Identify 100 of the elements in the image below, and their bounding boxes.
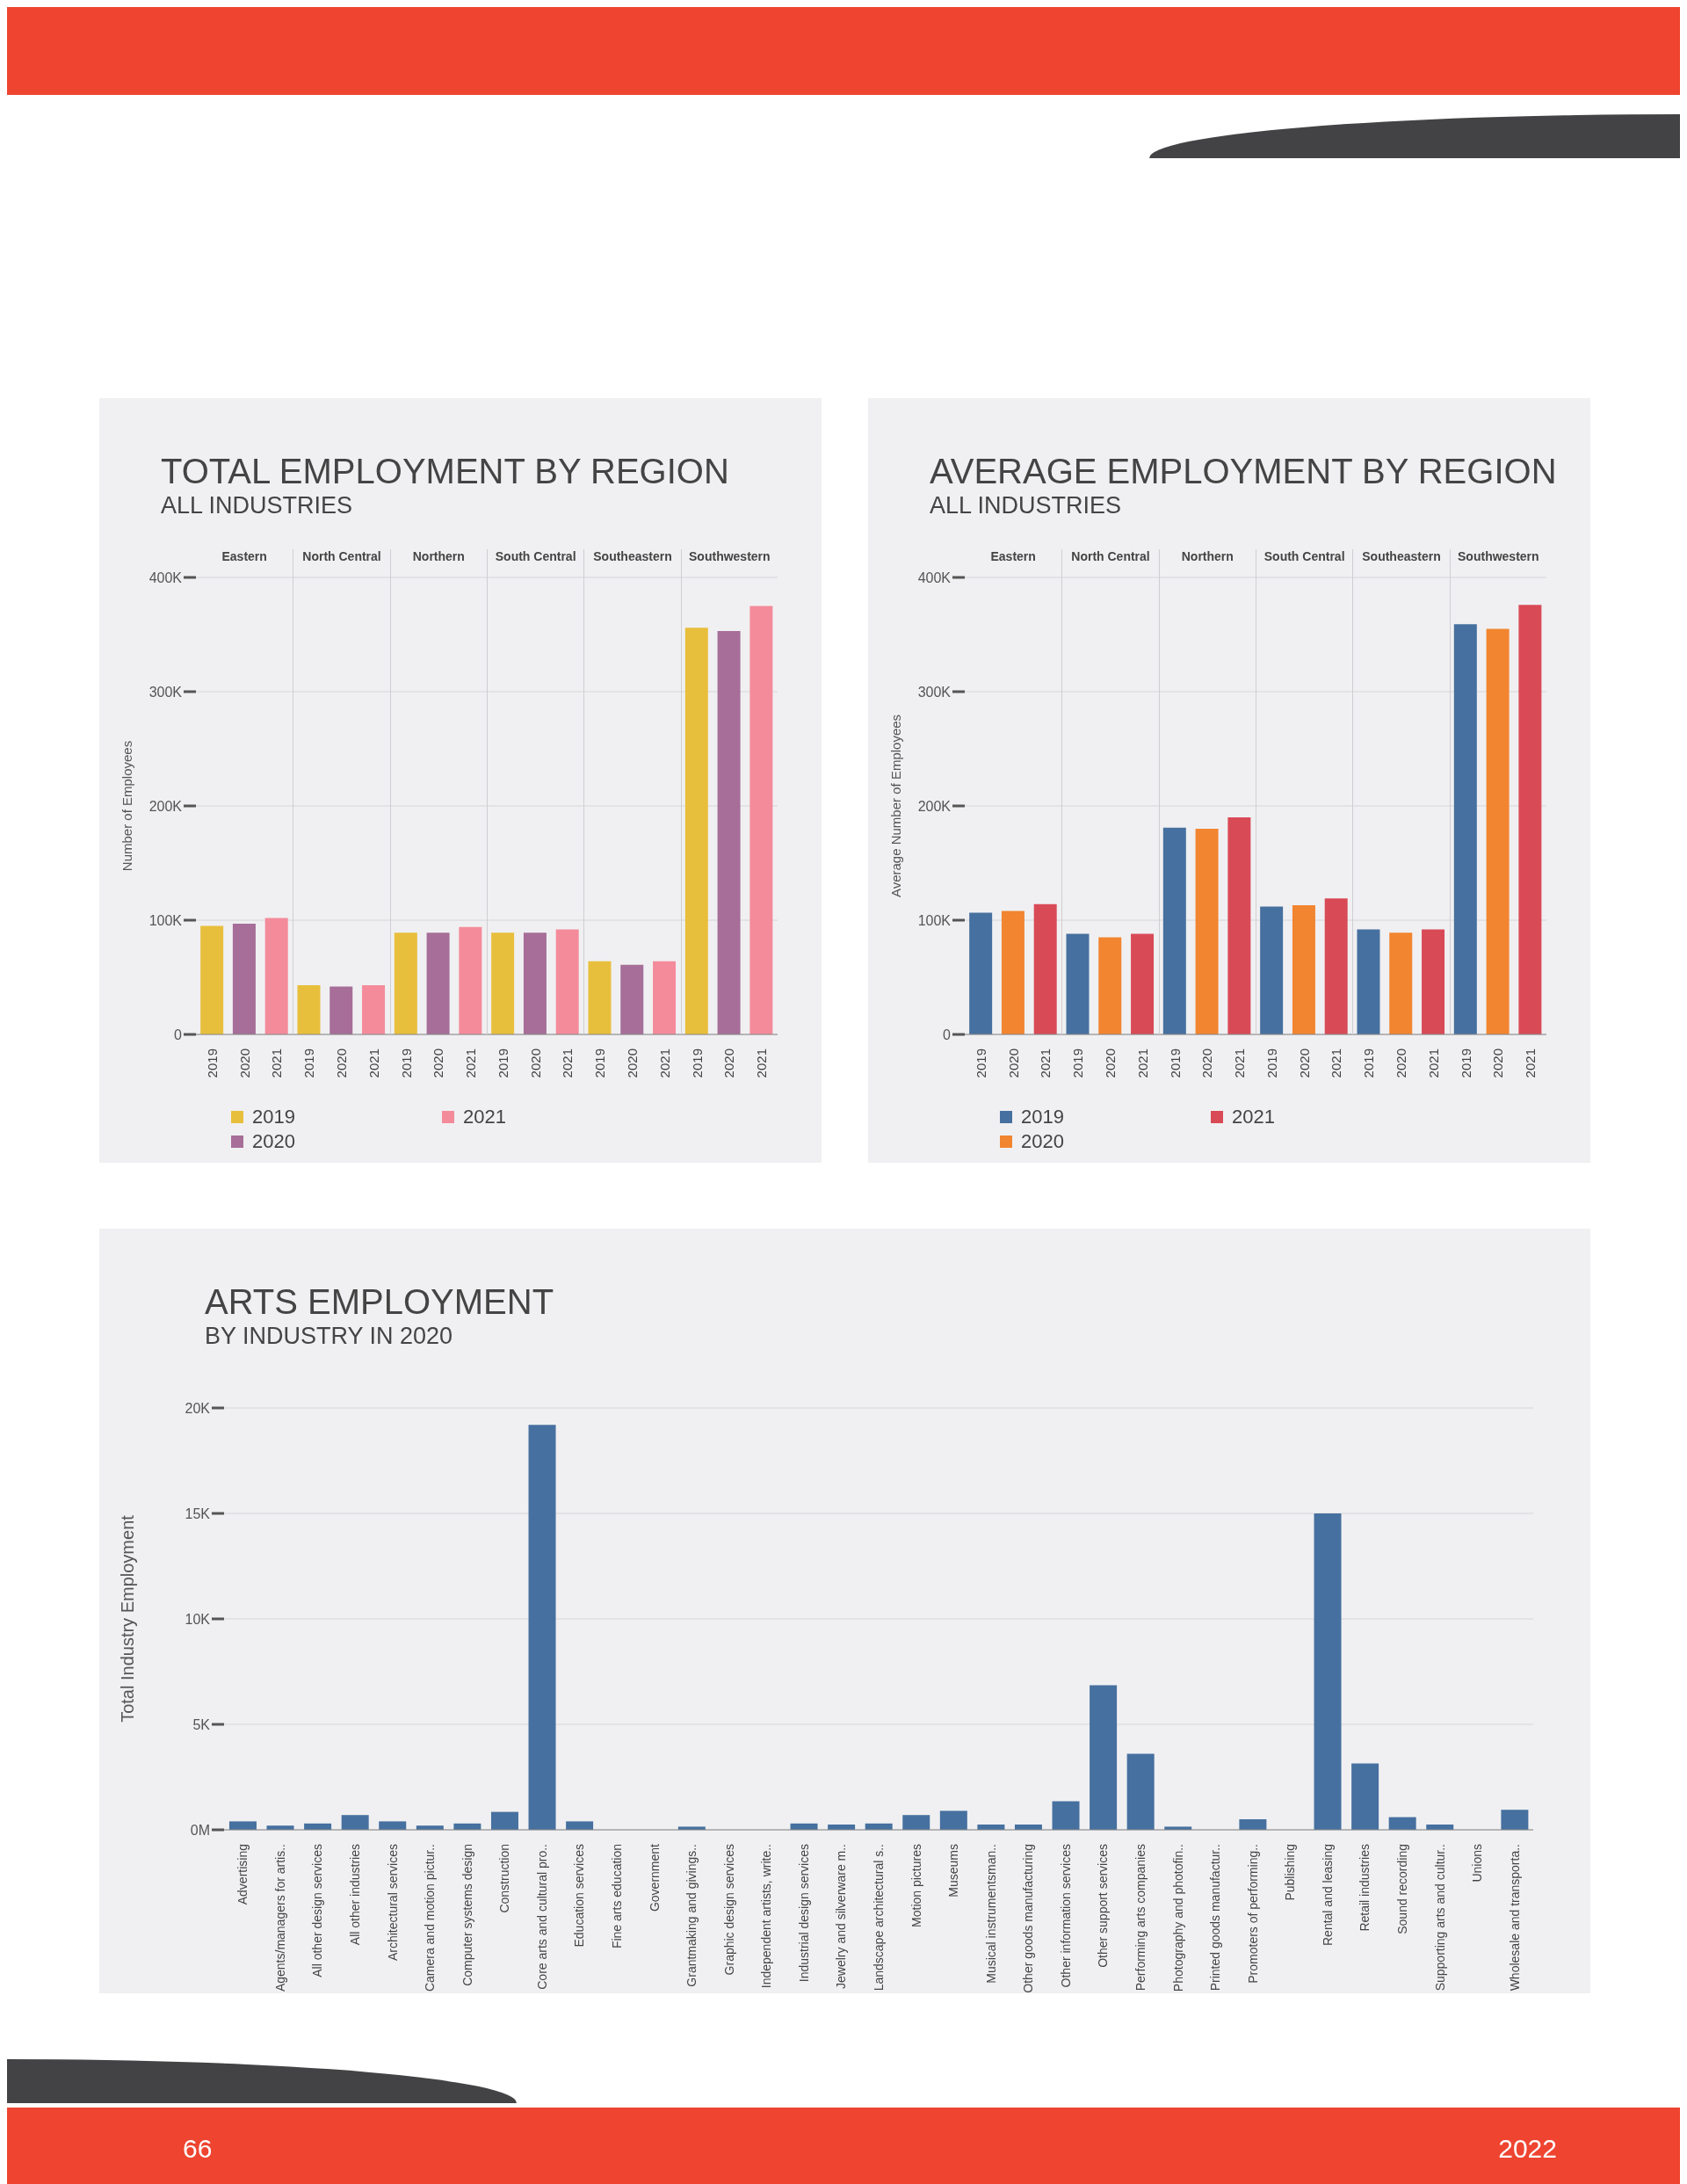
x-tick-label: 2021 — [269, 1048, 285, 1078]
x-tick-label: 2020 — [527, 1048, 543, 1078]
x-tick-label: 2019 — [1070, 1048, 1086, 1078]
chart-title: ARTS EMPLOYMENT — [205, 1281, 554, 1322]
x-tick-label: 2020 — [1394, 1048, 1408, 1078]
x-tick-label: Advertising — [235, 1844, 250, 1905]
text: North Central — [293, 549, 390, 1034]
bar — [1324, 898, 1348, 1034]
y-tick-label: 100K — [148, 912, 183, 928]
x-tick-label: Core arts and cultural pro.. — [534, 1844, 549, 1990]
chart-title: AVERAGE EMPLOYMENT BY REGION — [930, 451, 1557, 491]
bar — [969, 912, 993, 1034]
y-tick-label: 300K — [148, 684, 183, 700]
bar — [1501, 1810, 1529, 1830]
legend-label: 2021 — [1232, 1106, 1275, 1128]
x-tick-label: 2019 — [1458, 1048, 1473, 1078]
legend-label: 2019 — [252, 1106, 295, 1128]
x-tick-label: 2020 — [1490, 1048, 1506, 1078]
y-tick-label: 200K — [917, 798, 952, 814]
x-tick-label: 2019 — [495, 1048, 510, 1078]
text: South Central — [1256, 549, 1353, 1034]
x-tick-label: 2021 — [1134, 1048, 1150, 1078]
bar — [1422, 929, 1445, 1034]
y-tick-label: 100K — [917, 912, 952, 928]
bar — [1227, 817, 1251, 1034]
x-tick-label: Wholesale and transporta.. — [1507, 1844, 1522, 1992]
x-tick-label: 2021 — [656, 1048, 672, 1078]
x-tick-label: Agents/managers for artis.. — [272, 1844, 287, 1992]
y-tick-label: 10K — [185, 1611, 211, 1627]
x-tick-label: Performing arts companies — [1133, 1844, 1148, 1992]
y-tick-label: 200K — [148, 798, 183, 814]
x-tick-label: 2021 — [463, 1048, 479, 1078]
bar — [1388, 1817, 1416, 1830]
y-tick-label: 400K — [148, 570, 183, 585]
text: Southeastern — [583, 549, 681, 1034]
bar — [1090, 1685, 1118, 1830]
text: North Central — [1061, 549, 1159, 1034]
x-tick-label: Construction — [497, 1844, 512, 1913]
x-tick-label: 2021 — [1038, 1048, 1053, 1078]
y-tick-label: 0M — [190, 1822, 210, 1838]
chart-subtitle: ALL INDUSTRIES — [930, 491, 1123, 519]
bar — [491, 932, 515, 1034]
bar — [297, 985, 321, 1034]
x-tick-label: 2019 — [689, 1048, 705, 1078]
bar — [1453, 624, 1477, 1034]
x-tick-label: 2020 — [625, 1048, 640, 1078]
x-tick-label: 2020 — [721, 1048, 737, 1078]
x-tick-label: Retail industries — [1358, 1844, 1372, 1932]
x-tick-label: 2020 — [1005, 1048, 1021, 1078]
y-axis-title: Number of Employees — [119, 740, 135, 872]
x-tick-label: Graphic design services — [721, 1844, 736, 1976]
x-tick-label: Promoters of performing.. — [1245, 1844, 1260, 1984]
bar — [1260, 906, 1284, 1034]
x-tick-label: Printed goods manufactur.. — [1208, 1844, 1223, 1992]
x-tick-label: Motion pictures — [909, 1844, 923, 1927]
bar — [1098, 937, 1122, 1034]
x-tick-label: Government — [647, 1843, 662, 1912]
bar — [490, 1811, 518, 1830]
bar — [329, 986, 353, 1034]
bar — [341, 1815, 369, 1830]
bar — [523, 932, 547, 1034]
x-tick-label: 2019 — [398, 1048, 414, 1078]
x-tick-label: Other goods manufacturing — [1021, 1844, 1036, 1993]
chart-subtitle: ALL INDUSTRIES — [161, 491, 354, 519]
bar — [566, 1821, 594, 1830]
text: South Central — [487, 549, 584, 1034]
x-tick-label: Landscape architectural s.. — [872, 1844, 886, 1992]
bar — [749, 606, 773, 1034]
x-tick-label: 2019 — [204, 1048, 220, 1078]
x-tick-label: Architectural services — [385, 1844, 400, 1962]
chart-title: TOTAL EMPLOYMENT BY REGION — [161, 451, 729, 491]
bar — [394, 932, 417, 1034]
bar — [362, 985, 386, 1034]
x-tick-label: Photography and photofin.. — [1170, 1844, 1185, 1992]
bar — [939, 1810, 967, 1830]
bar — [653, 961, 677, 1034]
x-tick-label: 2021 — [366, 1048, 381, 1078]
bar — [717, 631, 741, 1034]
y-tick-label: 400K — [917, 570, 952, 585]
bar — [200, 925, 224, 1034]
text: Southeastern — [1352, 549, 1450, 1034]
legend-label: 2021 — [463, 1106, 506, 1128]
x-tick-label: Publishing — [1283, 1844, 1298, 1901]
x-tick-label: Museums — [946, 1844, 961, 1897]
legend-label: 2020 — [252, 1130, 295, 1153]
text: Northern — [389, 549, 487, 1034]
x-tick-label: 2020 — [431, 1048, 446, 1078]
y-tick-label: 20K — [185, 1400, 211, 1416]
chart-subtitle: BY INDUSTRY IN 2020 — [205, 1322, 454, 1350]
bar — [379, 1821, 407, 1830]
x-tick-label: 2019 — [1263, 1048, 1279, 1078]
x-tick-label: Other information services — [1058, 1844, 1073, 1988]
y-tick-label: 5K — [192, 1716, 211, 1732]
y-tick-label: 15K — [185, 1506, 211, 1521]
bar — [684, 628, 708, 1034]
x-tick-label: All other design services — [310, 1844, 325, 1977]
y-tick-label: 300K — [917, 684, 952, 700]
bar — [264, 918, 288, 1034]
x-tick-label: 2019 — [1167, 1048, 1183, 1078]
bar — [1126, 1753, 1155, 1830]
